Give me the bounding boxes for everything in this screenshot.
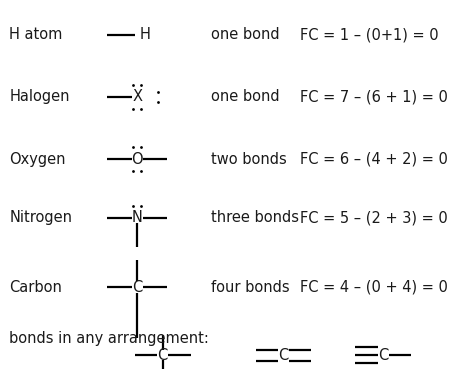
Text: Oxygen: Oxygen [9,151,66,167]
Text: C: C [378,348,389,363]
Text: Nitrogen: Nitrogen [9,210,73,225]
Text: FC = 5 – (2 + 3) = 0: FC = 5 – (2 + 3) = 0 [300,210,447,225]
Text: C: C [132,279,142,295]
Text: one bond: one bond [211,90,280,104]
Text: bonds in any arrangement:: bonds in any arrangement: [9,331,209,346]
Text: four bonds: four bonds [211,279,290,295]
Text: FC = 4 – (0 + 4) = 0: FC = 4 – (0 + 4) = 0 [300,279,447,295]
Text: Halogen: Halogen [9,90,70,104]
Text: two bonds: two bonds [211,151,287,167]
Text: C: C [278,348,289,363]
Text: O: O [131,151,143,167]
Text: N: N [132,210,143,225]
Text: three bonds: three bonds [211,210,300,225]
Text: C: C [157,348,168,363]
Text: H atom: H atom [9,27,63,42]
Text: Carbon: Carbon [9,279,62,295]
Text: FC = 7 – (6 + 1) = 0: FC = 7 – (6 + 1) = 0 [300,90,447,104]
Text: one bond: one bond [211,27,280,42]
Text: X: X [132,90,142,104]
Text: FC = 1 – (0+1) = 0: FC = 1 – (0+1) = 0 [300,27,438,42]
Text: H: H [139,27,150,42]
Text: FC = 6 – (4 + 2) = 0: FC = 6 – (4 + 2) = 0 [300,151,447,167]
